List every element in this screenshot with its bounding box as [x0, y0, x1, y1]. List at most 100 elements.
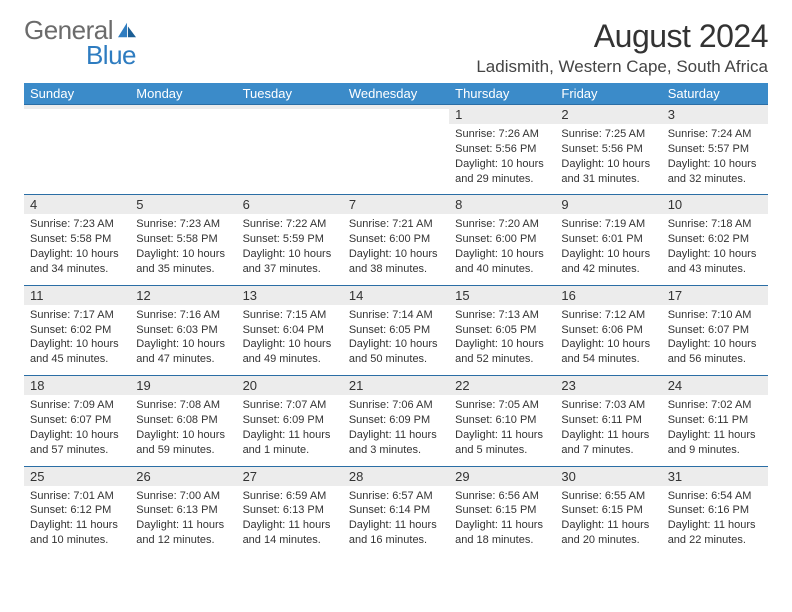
title-block: August 2024 Ladismith, Western Cape, Sou…	[476, 18, 768, 77]
day-number: 23	[555, 376, 661, 395]
day-cell: 14Sunrise: 7:14 AMSunset: 6:05 PMDayligh…	[343, 285, 449, 375]
day-cell: 12Sunrise: 7:16 AMSunset: 6:03 PMDayligh…	[130, 285, 236, 375]
sunset-text: Sunset: 6:01 PM	[561, 232, 655, 247]
day-number: 27	[237, 467, 343, 486]
day-number: 5	[130, 195, 236, 214]
day-number: 1	[449, 105, 555, 124]
sunset-text: Sunset: 6:11 PM	[668, 413, 762, 428]
day-details: Sunrise: 7:05 AMSunset: 6:10 PMDaylight:…	[449, 395, 555, 465]
day-number: 26	[130, 467, 236, 486]
sunrise-text: Sunrise: 6:56 AM	[455, 489, 549, 504]
sunrise-text: Sunrise: 7:16 AM	[136, 308, 230, 323]
day-cell: 24Sunrise: 7:02 AMSunset: 6:11 PMDayligh…	[662, 376, 768, 466]
day-cell: 6 Sunrise: 7:22 AMSunset: 5:59 PMDaylight…	[237, 195, 343, 285]
day-number: 11	[24, 286, 130, 305]
day-details: Sunrise: 7:06 AMSunset: 6:09 PMDaylight:…	[343, 395, 449, 465]
sunset-text: Sunset: 5:57 PM	[668, 142, 762, 157]
weekday-header-row: Sunday Monday Tuesday Wednesday Thursday…	[24, 83, 768, 105]
day-number: 16	[555, 286, 661, 305]
logo-sail-icon	[116, 18, 138, 43]
sunrise-text: Sunrise: 7:15 AM	[243, 308, 337, 323]
daylight-text: Daylight: 10 hours and 37 minutes.	[243, 247, 337, 277]
sunrise-text: Sunrise: 7:20 AM	[455, 217, 549, 232]
day-number: 14	[343, 286, 449, 305]
sunrise-text: Sunrise: 7:25 AM	[561, 127, 655, 142]
sunset-text: Sunset: 5:59 PM	[243, 232, 337, 247]
sunset-text: Sunset: 6:15 PM	[455, 503, 549, 518]
daylight-text: Daylight: 10 hours and 56 minutes.	[668, 337, 762, 367]
sunrise-text: Sunrise: 7:22 AM	[243, 217, 337, 232]
header: GeneralBlue August 2024 Ladismith, Weste…	[24, 18, 768, 77]
day-details: Sunrise: 7:01 AMSunset: 6:12 PMDaylight:…	[24, 486, 130, 556]
day-cell: 30Sunrise: 6:55 AMSunset: 6:15 PMDayligh…	[555, 466, 661, 556]
day-details: Sunrise: 7:18 AMSunset: 6:02 PMDaylight:…	[662, 214, 768, 284]
day-details: Sunrise: 7:08 AMSunset: 6:08 PMDaylight:…	[130, 395, 236, 465]
day-details: Sunrise: 7:19 AMSunset: 6:01 PMDaylight:…	[555, 214, 661, 284]
day-details: Sunrise: 7:23 AMSunset: 5:58 PMDaylight:…	[24, 214, 130, 284]
sunrise-text: Sunrise: 6:54 AM	[668, 489, 762, 504]
day-number: 6	[237, 195, 343, 214]
day-cell: 23Sunrise: 7:03 AMSunset: 6:11 PMDayligh…	[555, 376, 661, 466]
daylight-text: Daylight: 11 hours and 9 minutes.	[668, 428, 762, 458]
day-cell: 3Sunrise: 7:24 AMSunset: 5:57 PMDaylight…	[662, 105, 768, 195]
sunset-text: Sunset: 5:58 PM	[30, 232, 124, 247]
daylight-text: Daylight: 10 hours and 32 minutes.	[668, 157, 762, 187]
sunset-text: Sunset: 6:02 PM	[668, 232, 762, 247]
daylight-text: Daylight: 11 hours and 7 minutes.	[561, 428, 655, 458]
week-row: 18Sunrise: 7:09 AMSunset: 6:07 PMDayligh…	[24, 376, 768, 466]
day-cell: 28Sunrise: 6:57 AMSunset: 6:14 PMDayligh…	[343, 466, 449, 556]
day-cell	[237, 105, 343, 195]
day-details: Sunrise: 7:02 AMSunset: 6:11 PMDaylight:…	[662, 395, 768, 465]
daylight-text: Daylight: 10 hours and 34 minutes.	[30, 247, 124, 277]
logo-text-blue: Blue	[86, 43, 136, 68]
day-number: 29	[449, 467, 555, 486]
sunset-text: Sunset: 6:07 PM	[30, 413, 124, 428]
weekday-label: Saturday	[662, 83, 768, 105]
daylight-text: Daylight: 11 hours and 22 minutes.	[668, 518, 762, 548]
daylight-text: Daylight: 10 hours and 43 minutes.	[668, 247, 762, 277]
sunset-text: Sunset: 5:58 PM	[136, 232, 230, 247]
daylight-text: Daylight: 10 hours and 47 minutes.	[136, 337, 230, 367]
daylight-text: Daylight: 10 hours and 29 minutes.	[455, 157, 549, 187]
day-details: Sunrise: 6:54 AMSunset: 6:16 PMDaylight:…	[662, 486, 768, 556]
sunset-text: Sunset: 6:11 PM	[561, 413, 655, 428]
daylight-text: Daylight: 10 hours and 38 minutes.	[349, 247, 443, 277]
day-details: Sunrise: 7:16 AMSunset: 6:03 PMDaylight:…	[130, 305, 236, 375]
day-details: Sunrise: 6:55 AMSunset: 6:15 PMDaylight:…	[555, 486, 661, 556]
day-number: 25	[24, 467, 130, 486]
sunset-text: Sunset: 6:08 PM	[136, 413, 230, 428]
sunrise-text: Sunrise: 7:23 AM	[136, 217, 230, 232]
sunset-text: Sunset: 6:05 PM	[455, 323, 549, 338]
day-details: Sunrise: 7:24 AMSunset: 5:57 PMDaylight:…	[662, 124, 768, 194]
day-details: Sunrise: 7:12 AMSunset: 6:06 PMDaylight:…	[555, 305, 661, 375]
day-details: Sunrise: 7:21 AMSunset: 6:00 PMDaylight:…	[343, 214, 449, 284]
sunrise-text: Sunrise: 6:59 AM	[243, 489, 337, 504]
daylight-text: Daylight: 10 hours and 31 minutes.	[561, 157, 655, 187]
day-cell	[24, 105, 130, 195]
day-cell: 16Sunrise: 7:12 AMSunset: 6:06 PMDayligh…	[555, 285, 661, 375]
day-details	[24, 109, 130, 171]
sunrise-text: Sunrise: 7:23 AM	[30, 217, 124, 232]
sunset-text: Sunset: 6:04 PM	[243, 323, 337, 338]
calendar-table: Sunday Monday Tuesday Wednesday Thursday…	[24, 83, 768, 556]
day-cell: 4Sunrise: 7:23 AMSunset: 5:58 PMDaylight…	[24, 195, 130, 285]
day-cell: 13Sunrise: 7:15 AMSunset: 6:04 PMDayligh…	[237, 285, 343, 375]
day-number: 3	[662, 105, 768, 124]
week-row: 25Sunrise: 7:01 AMSunset: 6:12 PMDayligh…	[24, 466, 768, 556]
day-details: Sunrise: 7:26 AMSunset: 5:56 PMDaylight:…	[449, 124, 555, 194]
sunrise-text: Sunrise: 7:08 AM	[136, 398, 230, 413]
daylight-text: Daylight: 10 hours and 42 minutes.	[561, 247, 655, 277]
daylight-text: Daylight: 10 hours and 57 minutes.	[30, 428, 124, 458]
weekday-label: Thursday	[449, 83, 555, 105]
day-number: 7	[343, 195, 449, 214]
day-details: Sunrise: 7:09 AMSunset: 6:07 PMDaylight:…	[24, 395, 130, 465]
day-number: 4	[24, 195, 130, 214]
day-number: 12	[130, 286, 236, 305]
daylight-text: Daylight: 10 hours and 50 minutes.	[349, 337, 443, 367]
day-details	[130, 109, 236, 171]
day-cell: 31Sunrise: 6:54 AMSunset: 6:16 PMDayligh…	[662, 466, 768, 556]
weekday-label: Tuesday	[237, 83, 343, 105]
week-row: 11Sunrise: 7:17 AMSunset: 6:02 PMDayligh…	[24, 285, 768, 375]
day-details: Sunrise: 6:57 AMSunset: 6:14 PMDaylight:…	[343, 486, 449, 556]
day-cell: 18Sunrise: 7:09 AMSunset: 6:07 PMDayligh…	[24, 376, 130, 466]
